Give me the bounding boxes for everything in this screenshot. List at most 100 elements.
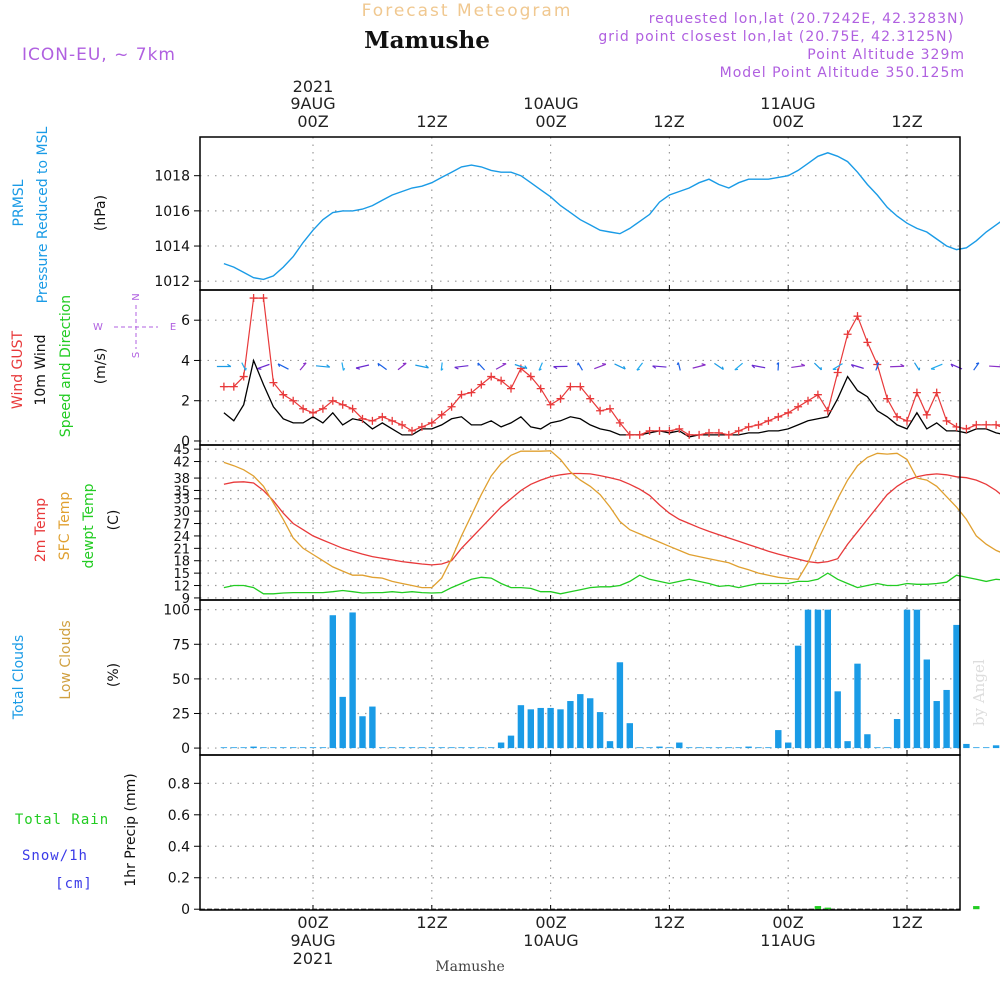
total-cloud-bar bbox=[933, 701, 940, 749]
total-cloud-bar bbox=[666, 747, 673, 749]
temperature-ytick-label: 38 bbox=[173, 472, 190, 487]
temperature-ytick-label: 35 bbox=[173, 484, 190, 499]
snow-unit-label: [cm] bbox=[55, 876, 93, 892]
gust-marker bbox=[932, 388, 941, 397]
gust-marker bbox=[606, 404, 614, 413]
chart-title: Mamushe bbox=[364, 27, 490, 54]
precip-ytick-label: 0.4 bbox=[168, 839, 190, 855]
precip-ytick-label: 0.2 bbox=[168, 871, 190, 887]
total-cloud-bar bbox=[577, 694, 584, 749]
snow-label: Snow/1h bbox=[22, 848, 88, 864]
gust-marker bbox=[586, 394, 595, 403]
gust-marker bbox=[536, 384, 545, 393]
total-cloud-bar bbox=[408, 747, 416, 749]
wind-direction-arrow bbox=[594, 363, 607, 370]
gust-marker bbox=[556, 394, 565, 403]
total-cloud-bar bbox=[844, 741, 851, 749]
clouds-unit: (%) bbox=[106, 663, 122, 687]
total-cloud-bar bbox=[596, 712, 604, 749]
bottom-day-label-3: 11AUG bbox=[760, 931, 815, 950]
wind-direction-arrow bbox=[216, 363, 232, 368]
gust-marker bbox=[695, 430, 704, 439]
total-cloud-bar bbox=[458, 747, 465, 749]
total-rain-label: Total Rain bbox=[15, 812, 109, 828]
total-cloud-bar bbox=[913, 609, 921, 749]
gust-marker bbox=[754, 420, 763, 429]
temperature-frame bbox=[199, 444, 961, 601]
gust-marker bbox=[685, 430, 694, 439]
temperature-ytick-label: 9 bbox=[182, 592, 190, 607]
total-cloud-bar bbox=[250, 746, 257, 749]
total-cloud-bar bbox=[587, 698, 594, 749]
forecast-label: Forecast Meteogram bbox=[362, 1, 573, 21]
gust-marker bbox=[596, 406, 605, 415]
gust-marker bbox=[467, 388, 476, 397]
wind-direction-arrow bbox=[355, 364, 370, 370]
wind-direction-arrow bbox=[875, 362, 880, 371]
top-year-label: 2021 bbox=[293, 77, 334, 96]
top-hour-label-4: 12Z bbox=[653, 112, 684, 131]
top-hour-label-1: 00Z bbox=[297, 112, 328, 131]
total-cloud-bar bbox=[814, 609, 822, 749]
wind-direction-arrow bbox=[299, 362, 307, 371]
gust-marker bbox=[576, 382, 585, 391]
gust-marker bbox=[912, 388, 921, 397]
precip-ytick-label: 0.6 bbox=[168, 808, 190, 824]
wind-direction-arrow bbox=[415, 364, 429, 369]
gust-marker bbox=[497, 376, 506, 385]
total-cloud-bar bbox=[824, 609, 831, 749]
requested-coords: requested lon,lat (20.7242E, 42.3283N) bbox=[649, 11, 965, 27]
gust-label: Wind GUST bbox=[10, 330, 26, 409]
total-cloud-bar bbox=[537, 707, 544, 749]
rain-bar bbox=[814, 906, 822, 910]
wind-ytick-label: 6 bbox=[181, 313, 190, 329]
total-cloud-bar bbox=[398, 747, 406, 749]
gust-marker bbox=[249, 294, 258, 303]
temperature-ytick-label: 42 bbox=[173, 456, 190, 471]
total-cloud-bar bbox=[319, 747, 327, 749]
gust-marker bbox=[239, 372, 248, 381]
clouds-ytick-label: 75 bbox=[172, 637, 190, 653]
wind-direction-arrow bbox=[440, 362, 444, 371]
wind-direction-arrow bbox=[614, 363, 626, 370]
temp-sfc-label: SFC Temp bbox=[57, 492, 73, 561]
temperature-ytick-label: 45 bbox=[173, 443, 190, 458]
gust-marker bbox=[714, 428, 723, 437]
gust-marker bbox=[259, 294, 268, 303]
gust-marker bbox=[437, 410, 446, 419]
precip-panel: 0 0.2 0.4 0.6 0.8 bbox=[168, 755, 980, 918]
gust-marker bbox=[833, 368, 842, 377]
total-cloud-bar bbox=[646, 747, 653, 749]
total-cloud-bar bbox=[299, 747, 307, 749]
wind-direction-arrow bbox=[514, 363, 528, 370]
total-cloud-bar bbox=[923, 659, 930, 749]
total-cloud-bar bbox=[626, 723, 633, 749]
bottom-hour-label-1: 00Z bbox=[297, 913, 328, 932]
wind-ytick-label: 2 bbox=[181, 394, 190, 410]
total-cloud-bar bbox=[359, 716, 366, 749]
precip-ytick-label: 0 bbox=[181, 902, 190, 918]
wind-direction-arrow bbox=[734, 362, 744, 371]
total-cloud-bar bbox=[884, 747, 891, 749]
top-day-label-1: 9AUG bbox=[290, 94, 335, 113]
precip-ytick-label: 0.8 bbox=[168, 776, 190, 792]
total-cloud-bar bbox=[963, 743, 970, 749]
total-cloud-bar bbox=[547, 707, 554, 749]
footer-title: Mamushe bbox=[435, 959, 504, 975]
total-cloud-bar bbox=[695, 747, 703, 749]
total-cloud-bar bbox=[676, 742, 683, 749]
gust-marker bbox=[774, 412, 783, 421]
gust-marker bbox=[705, 428, 713, 437]
gust-marker bbox=[487, 372, 496, 381]
total-cloud-bar bbox=[290, 747, 297, 749]
bottom-hour-label-4: 12Z bbox=[653, 913, 684, 932]
wind-label: 10m Wind bbox=[33, 334, 49, 405]
total-cloud-bar bbox=[616, 662, 624, 749]
wind-direction-arrow bbox=[652, 365, 667, 369]
total-cloud-bar bbox=[468, 747, 475, 749]
gust-marker bbox=[229, 382, 238, 391]
total-cloud-bar bbox=[507, 735, 515, 749]
total-cloud-bar bbox=[656, 746, 663, 749]
total-cloud-bar bbox=[804, 609, 812, 749]
